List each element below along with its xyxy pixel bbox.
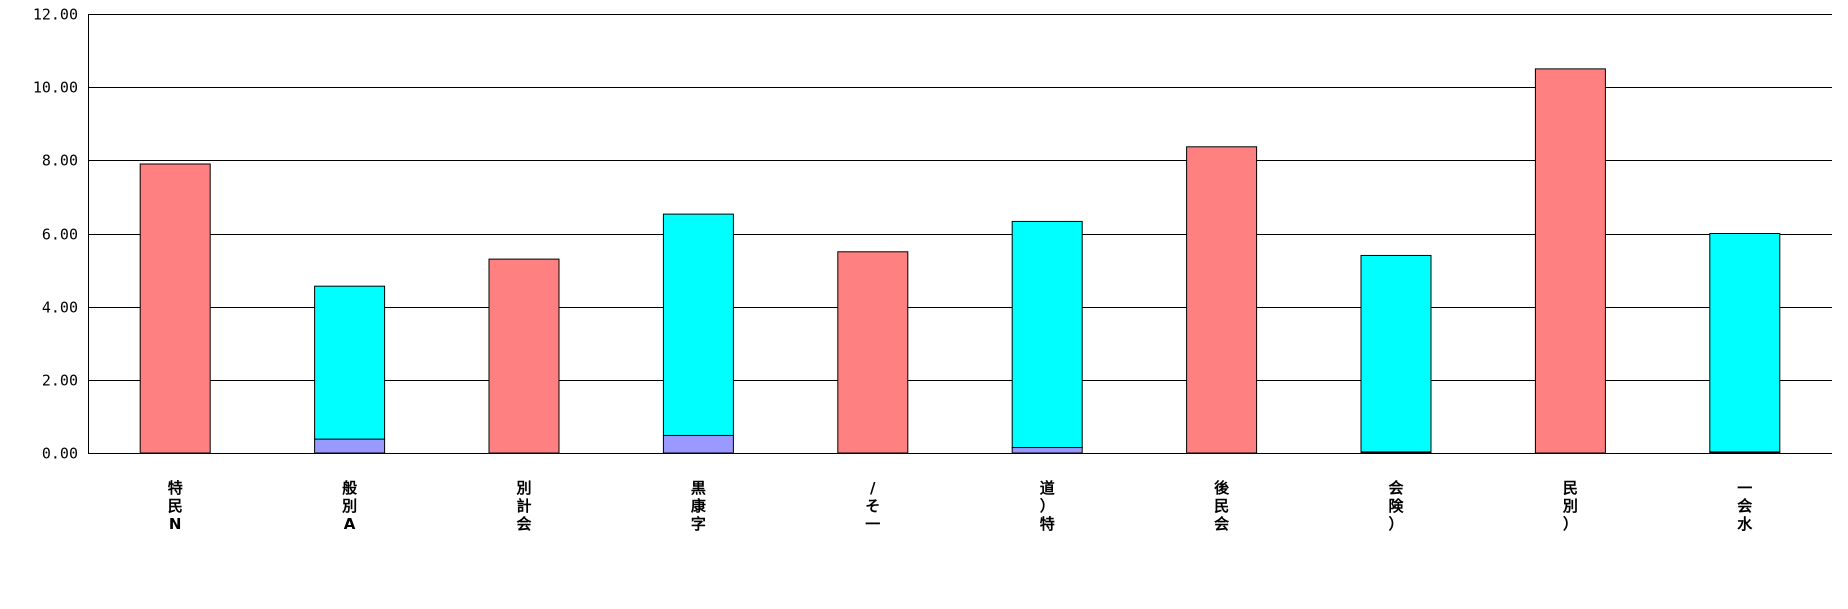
x-tick-char: 後 bbox=[1213, 479, 1230, 497]
bar-segment bbox=[1011, 220, 1083, 449]
x-tick-char: ） bbox=[1040, 497, 1055, 515]
bar-segment bbox=[488, 258, 560, 454]
x-tick-label: 別計会 bbox=[515, 479, 531, 533]
x-tick-char: 民 bbox=[168, 497, 183, 515]
bar-segment bbox=[314, 438, 386, 454]
x-tick-label: 黒康字 bbox=[691, 479, 707, 533]
x-tick-char: 会 bbox=[1214, 515, 1229, 533]
y-tick-label: 2.00 bbox=[42, 372, 78, 390]
bar-segment bbox=[314, 285, 386, 440]
bar-segment bbox=[837, 251, 909, 454]
bar-segment bbox=[662, 434, 734, 454]
x-tick-char: 会 bbox=[1388, 479, 1403, 497]
x-tick-char: 黒 bbox=[691, 479, 706, 497]
y-tick-label: 12.00 bbox=[33, 6, 78, 24]
x-tick-char: 計 bbox=[516, 497, 531, 515]
x-tick-label: 一会水 bbox=[1737, 479, 1753, 533]
y-tick-label: 6.00 bbox=[42, 226, 78, 244]
y-tick-label: 10.00 bbox=[33, 79, 78, 97]
x-tick-label: 後民会 bbox=[1213, 479, 1230, 533]
bar-segment bbox=[1534, 68, 1606, 454]
x-tick-label: 道）特 bbox=[1040, 479, 1055, 533]
x-tick-char: 道 bbox=[1040, 479, 1055, 497]
x-tick-char: A bbox=[344, 515, 356, 533]
x-tick-char: 会 bbox=[1737, 497, 1752, 515]
y-tick-label: 8.00 bbox=[42, 152, 78, 170]
bar-segment bbox=[1011, 447, 1083, 454]
x-tick-label: 会険） bbox=[1388, 479, 1404, 533]
x-tick-label: 般別 A bbox=[341, 479, 357, 533]
x-tick-char: / bbox=[870, 479, 876, 497]
x-tick-char: ） bbox=[1388, 515, 1403, 533]
x-tick-char: 一 bbox=[1737, 479, 1752, 497]
x-tick-char: 一 bbox=[865, 515, 880, 533]
x-tick-char: 別 bbox=[515, 479, 531, 497]
x-tick-char: そ bbox=[865, 497, 880, 515]
x-tick-char: 特 bbox=[1040, 515, 1055, 533]
x-tick-char: 字 bbox=[691, 515, 706, 533]
x-tick-char: 水 bbox=[1737, 515, 1753, 533]
x-tick-label: 民別） bbox=[1562, 479, 1578, 533]
x-tick-char: 康 bbox=[691, 497, 707, 515]
x-tick-char: N bbox=[169, 515, 182, 533]
bar-segment bbox=[139, 163, 211, 454]
x-tick-char: 会 bbox=[516, 515, 531, 533]
bar-segment bbox=[1186, 146, 1258, 454]
x-tick-label: /そ一 bbox=[865, 479, 880, 533]
x-tick-char: 別 bbox=[341, 497, 357, 515]
x-tick-char: 民 bbox=[1563, 479, 1578, 497]
bar-segment bbox=[662, 213, 734, 436]
x-tick-char: 特 bbox=[168, 479, 183, 497]
y-tick-label: 4.00 bbox=[42, 299, 78, 317]
x-tick-char: 般 bbox=[342, 479, 357, 497]
x-tick-label: 特民 N bbox=[168, 479, 183, 533]
x-tick-char: 別 bbox=[1562, 497, 1578, 515]
bar-segment bbox=[1360, 254, 1432, 453]
x-tick-char: 険 bbox=[1388, 497, 1404, 515]
x-tick-char: 民 bbox=[1214, 497, 1229, 515]
bar-segment bbox=[1709, 233, 1781, 453]
y-tick-label: 0.00 bbox=[42, 445, 78, 463]
x-tick-char: ） bbox=[1563, 515, 1578, 533]
